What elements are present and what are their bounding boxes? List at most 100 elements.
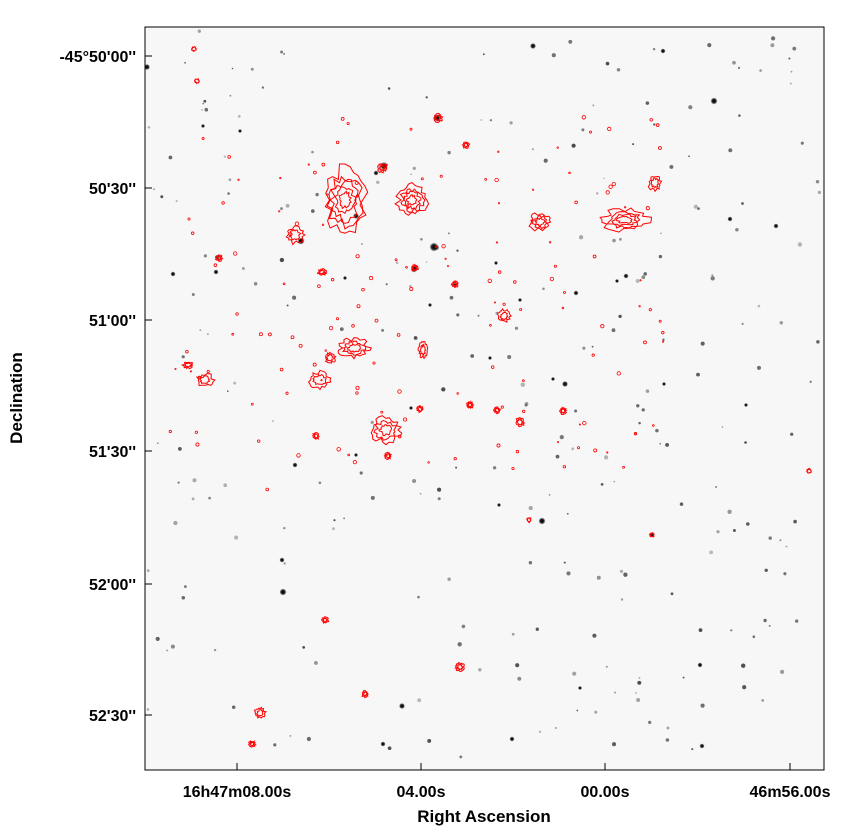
star: [191, 497, 195, 501]
star: [572, 671, 577, 676]
star: [815, 180, 820, 184]
star: [757, 304, 761, 308]
star: [241, 267, 245, 270]
star: [600, 483, 604, 486]
star: [785, 545, 788, 548]
contour-speck: [195, 442, 200, 447]
star: [302, 646, 306, 649]
star: [635, 692, 637, 694]
star: [437, 497, 441, 501]
star: [237, 115, 241, 118]
star: [578, 235, 584, 240]
star: [741, 202, 744, 205]
star: [555, 454, 560, 459]
star: [797, 242, 803, 247]
contour-speck: [396, 333, 401, 337]
star: [613, 480, 616, 483]
star: [280, 207, 283, 211]
contour-speck: [330, 278, 335, 282]
star: [792, 46, 797, 51]
contour-ring: [452, 281, 458, 287]
star: [744, 441, 748, 444]
x-tick-label: 16h47m08.00s: [183, 784, 292, 801]
star: [752, 635, 756, 638]
contour-speck: [420, 177, 424, 181]
star: [603, 455, 609, 460]
star: [273, 743, 277, 747]
star: [744, 403, 748, 407]
contour-ring: [194, 77, 201, 85]
star: [756, 365, 762, 370]
star: [181, 596, 186, 600]
star: [419, 492, 422, 495]
star: [376, 180, 380, 184]
contour-ring: [516, 418, 524, 426]
contour-speck: [355, 385, 360, 390]
star: [213, 269, 219, 275]
contour-speck: [233, 251, 238, 256]
contour-speck: [500, 405, 504, 409]
contour-speck: [522, 409, 526, 414]
contour-speck: [185, 349, 189, 354]
star: [456, 249, 459, 252]
star: [666, 726, 670, 730]
star: [509, 121, 513, 125]
contour-ring: [417, 406, 423, 412]
star: [637, 680, 642, 685]
star: [679, 502, 684, 506]
star: [592, 633, 597, 638]
star: [742, 685, 747, 690]
star: [691, 748, 694, 751]
star: [574, 409, 578, 413]
star: [184, 61, 187, 64]
star: [531, 148, 534, 151]
star: [592, 104, 595, 107]
star: [710, 276, 715, 281]
star: [413, 336, 418, 340]
contour-ring: [285, 225, 306, 246]
star: [538, 517, 546, 525]
contour-ring: [530, 214, 549, 230]
star: [412, 166, 416, 171]
star: [582, 346, 586, 350]
contour-speck: [347, 453, 351, 457]
star: [385, 283, 388, 286]
contour-ring: [434, 114, 442, 122]
star: [790, 70, 793, 73]
star: [594, 710, 598, 714]
star: [427, 738, 432, 743]
contour-ring: [362, 691, 368, 697]
contour-speck: [279, 367, 284, 372]
contour-speck: [298, 343, 303, 348]
contour-ring: [216, 255, 222, 261]
star: [591, 345, 594, 348]
star: [192, 478, 197, 483]
contour-speck: [638, 305, 641, 308]
star: [662, 338, 665, 341]
star: [447, 577, 451, 581]
contour-speck: [658, 319, 662, 323]
star: [511, 632, 515, 636]
star: [737, 66, 741, 70]
star: [494, 261, 498, 265]
contour-ring: [183, 362, 193, 368]
contour-speck: [605, 190, 610, 195]
contour-speck: [561, 306, 565, 310]
star: [711, 274, 714, 277]
star: [620, 598, 624, 601]
contour-speck: [324, 349, 327, 352]
contour-ring: [432, 112, 444, 124]
star: [727, 509, 732, 514]
contour-speck: [394, 258, 398, 262]
contour-ring: [515, 417, 526, 428]
star: [373, 170, 379, 176]
contour-speck: [168, 429, 172, 434]
contour-speck: [633, 432, 638, 436]
contour-speck: [354, 180, 359, 185]
star-field: [145, 29, 822, 759]
star: [197, 29, 201, 33]
star: [311, 150, 314, 154]
star: [201, 108, 204, 111]
star: [199, 329, 202, 332]
star: [779, 669, 785, 675]
